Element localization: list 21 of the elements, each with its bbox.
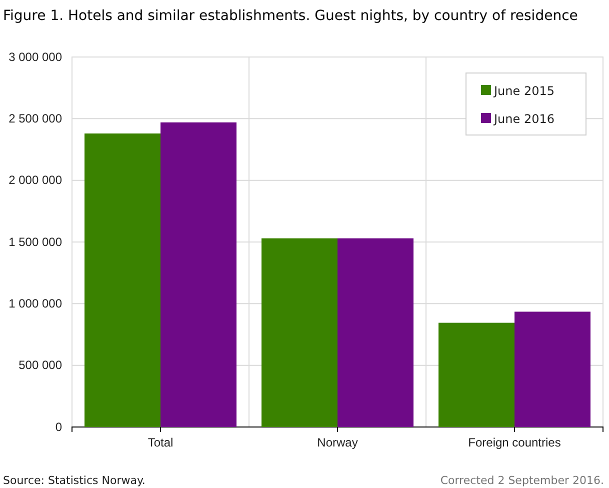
y-tick-label: 3 000 000 — [8, 50, 62, 64]
bar — [160, 122, 236, 427]
y-tick-label: 1 500 000 — [8, 234, 62, 249]
bar — [262, 238, 338, 427]
x-tick-label: Foreign countries — [468, 436, 561, 450]
y-tick-label: 2 500 000 — [8, 112, 62, 126]
y-tick-label: 0 — [55, 420, 62, 434]
bar — [338, 238, 414, 427]
bar — [84, 133, 160, 427]
legend-label: June 2016 — [493, 112, 554, 126]
chart-title: Figure 1. Hotels and similar establishments. Guest nights, by country of residence — [3, 8, 578, 24]
source-note: Source: Statistics Norway. — [3, 474, 146, 487]
x-tick-label: Norway — [317, 436, 358, 450]
bar — [438, 322, 514, 427]
text: Corrected 2 September 2016. — [440, 474, 604, 487]
legend-label: June 2015 — [493, 84, 554, 98]
y-tick-label: 1 000 000 — [8, 296, 62, 311]
x-tick-label: Total — [148, 436, 174, 450]
y-tick-label: 500 000 — [18, 358, 62, 372]
y-tick-label: 2 000 000 — [8, 173, 62, 188]
bar — [514, 312, 590, 427]
